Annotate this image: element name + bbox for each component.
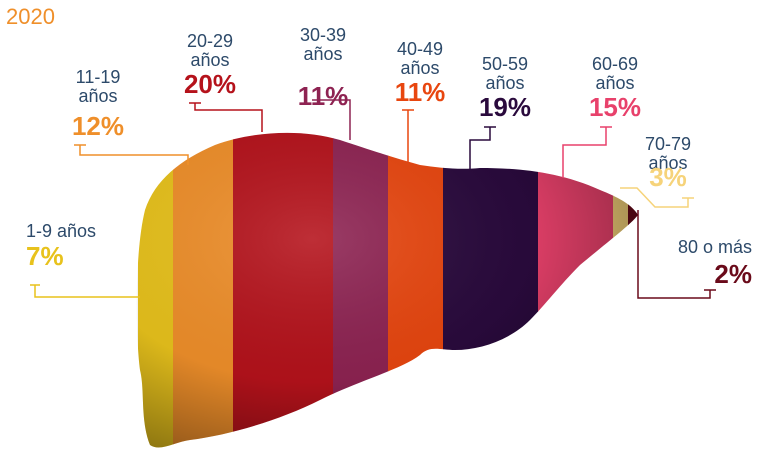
connector	[620, 187, 694, 208]
value-label: 7%	[26, 241, 64, 271]
chart-title: 2020	[6, 4, 55, 29]
category-label: 60-69 años	[591, 54, 639, 93]
connector	[30, 284, 140, 298]
connector	[562, 126, 612, 178]
value-label: 20%	[183, 69, 237, 99]
value-label: 11%	[394, 77, 446, 107]
connector	[74, 144, 189, 165]
value-label: 19%	[478, 92, 532, 122]
category-label: 70-79 años	[644, 134, 692, 173]
category-label: 50-59 años	[481, 54, 529, 93]
shade	[136, 132, 638, 448]
value-label: 3%	[649, 162, 687, 192]
value-label: 12%	[71, 111, 125, 141]
category-label: 11-19 años	[75, 67, 121, 106]
connector	[469, 126, 496, 170]
value-label: 15%	[588, 92, 642, 122]
liver	[136, 132, 638, 448]
value-label: 11%	[297, 81, 349, 111]
connector	[312, 99, 351, 140]
connector	[637, 210, 716, 299]
value-label: 2%	[714, 259, 752, 289]
category-label: 20-29 años	[186, 31, 234, 70]
category-label: 1-9 años	[26, 221, 97, 241]
category-label: 40-49 años	[396, 39, 444, 78]
category-label: 30-39 años	[299, 25, 347, 64]
connector	[189, 102, 263, 132]
category-label: 80 o más	[677, 237, 752, 257]
connector	[402, 109, 414, 162]
